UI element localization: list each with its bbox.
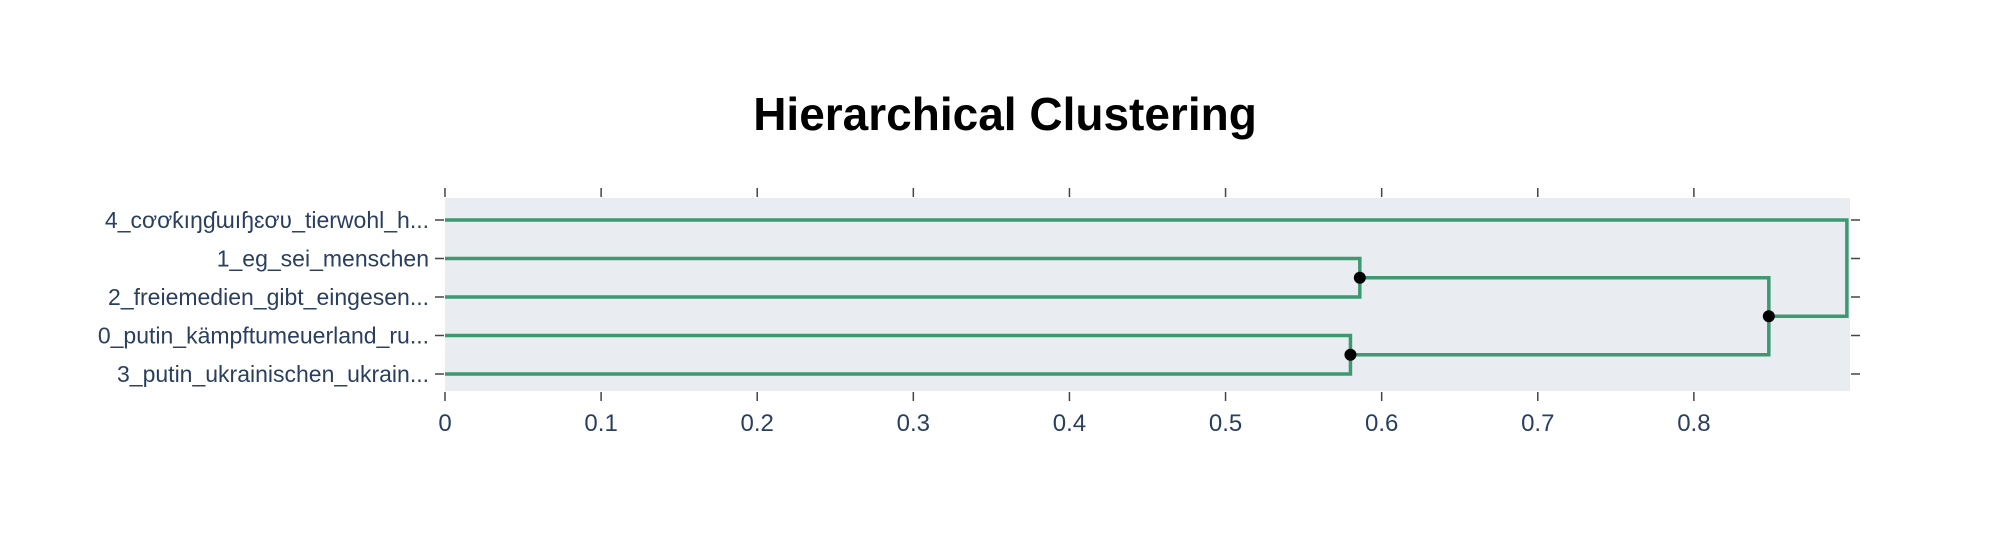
merge-node	[1762, 310, 1775, 323]
y-axis: 4_cơơƙıŋɠɯıɧɛơʋ_tierwohl_h... 1_eg_sei_me…	[98, 207, 1860, 387]
x-axis: 0 0.1 0.2 0.3 0.4 0.5 0.6 0.7 0.8	[438, 188, 1711, 437]
x-tick-label: 0.7	[1521, 410, 1554, 437]
leaf-label: 1_eg_sei_menschen	[217, 246, 429, 272]
x-tick-label: 0.4	[1053, 410, 1086, 437]
x-tick-label: 0.8	[1677, 410, 1710, 437]
merge-node	[1353, 271, 1366, 284]
chart-title: Hierarchical Clustering	[753, 88, 1257, 140]
leaf-label: 2_freiemedien_gibt_eingesen...	[108, 284, 429, 310]
merge-node	[1344, 348, 1357, 361]
dendrogram-link	[445, 218, 1849, 318]
x-tick-label: 0.1	[584, 410, 617, 437]
x-tick-label: 0.2	[741, 410, 774, 437]
leaf-label: 0_putin_kämpftumeuerland_ru...	[98, 323, 429, 349]
x-tick-label: 0.5	[1209, 410, 1242, 437]
leaf-label: 3_putin_ukrainischen_ukrain...	[117, 361, 429, 387]
x-tick-label: 0.3	[897, 410, 930, 437]
leaf-label: 4_cơơƙıŋɠɯıɧɛơʋ_tierwohl_h...	[105, 207, 429, 233]
x-tick-label: 0	[438, 410, 451, 437]
plot-background	[445, 198, 1850, 391]
merge-nodes	[1344, 271, 1775, 361]
x-tick-label: 0.6	[1365, 410, 1398, 437]
